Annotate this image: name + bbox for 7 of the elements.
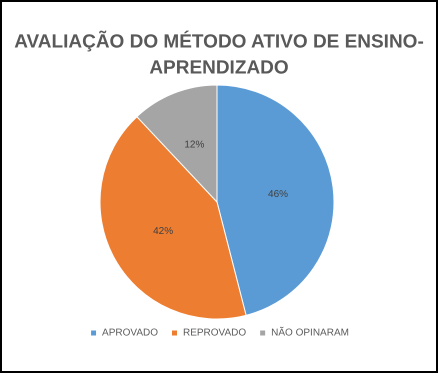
data-label: 12%	[184, 139, 204, 150]
chart-title: AVALIAÇÃO DO MÉTODO ATIVO DE ENSINO-APRENDIZADO	[14, 30, 424, 78]
legend-label: NÃO OPINARAM	[271, 326, 349, 338]
legend-label: APROVADO	[102, 328, 158, 338]
data-label: 42%	[153, 226, 174, 238]
data-label: 46%	[268, 188, 288, 200]
legend-label: REPROVADO	[182, 328, 246, 338]
